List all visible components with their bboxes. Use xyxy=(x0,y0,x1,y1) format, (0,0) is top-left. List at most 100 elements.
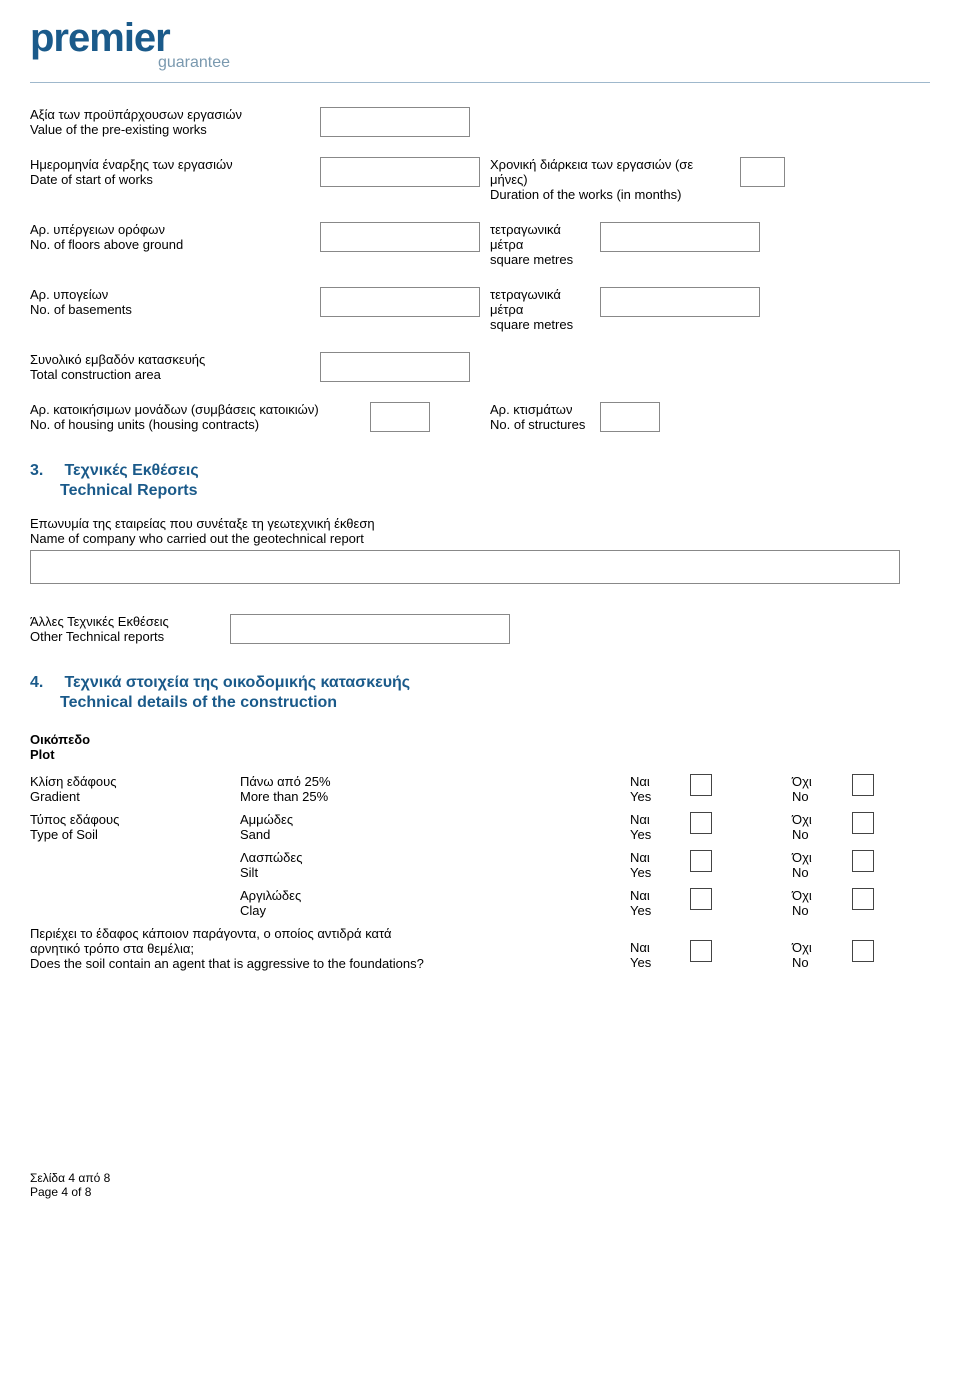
more25-en: More than 25% xyxy=(240,789,630,804)
label-start-en: Date of start of works xyxy=(30,172,310,187)
yes-en-1: Yes xyxy=(630,789,690,804)
label-start-gr: Ημερομηνία έναρξης των εργασιών xyxy=(30,157,310,172)
input-basements-sqm[interactable] xyxy=(600,287,760,317)
input-geotech-company[interactable] xyxy=(30,550,900,584)
agent-gr2: αρνητικό τρόπο στα θεμέλια; xyxy=(30,941,630,956)
label-other-reports-en: Other Technical reports xyxy=(30,629,230,644)
yes-gr-5: Ναι xyxy=(630,940,690,955)
checkbox-sand-no[interactable] xyxy=(852,812,874,834)
label-geotech-company-gr: Επωνυμία της εταιρείας που συνέταξε τη γ… xyxy=(30,516,930,531)
row-clay: Αργιλώδες Clay Ναι Yes Όχι No xyxy=(30,888,930,918)
checkbox-clay-yes[interactable] xyxy=(690,888,712,910)
label-duration-gr: Χρονική διάρκεια των εργασιών (σε μήνες) xyxy=(490,157,730,187)
label-struct-gr: Αρ. κτισμάτων xyxy=(490,402,600,417)
yes-en-3: Yes xyxy=(630,865,690,880)
checkbox-silt-no[interactable] xyxy=(852,850,874,872)
row-start-duration: Ημερομηνία έναρξης των εργασιών Date of … xyxy=(30,157,930,202)
row-silt: Λασπώδες Silt Ναι Yes Όχι No xyxy=(30,850,930,880)
row-total-area: Συνολικό εμβαδόν κατασκευής Total constr… xyxy=(30,352,930,382)
subheading-plot: Οικόπεδο Plot xyxy=(30,732,930,762)
label-geotech-company-en: Name of company who carried out the geot… xyxy=(30,531,930,546)
plot-gr: Οικόπεδο xyxy=(30,732,930,747)
input-other-reports[interactable] xyxy=(230,614,510,644)
label-totalarea-en: Total construction area xyxy=(30,367,310,382)
input-structures[interactable] xyxy=(600,402,660,432)
soiltype-gr: Τύπος εδάφους xyxy=(30,812,240,827)
label-basements-gr: Αρ. υπογείων xyxy=(30,287,310,302)
label-pre-existing-en: Value of the pre-existing works xyxy=(30,122,310,137)
header-divider xyxy=(30,82,930,83)
no-gr-4: Όχι xyxy=(792,888,852,903)
plot-en: Plot xyxy=(30,747,930,762)
section-3-num: 3. xyxy=(30,462,60,480)
no-en-4: No xyxy=(792,903,852,918)
checkbox-clay-no[interactable] xyxy=(852,888,874,910)
row-floors-above: Αρ. υπέργειων ορόφων No. of floors above… xyxy=(30,222,930,267)
page-footer: Σελίδα 4 από 8 Page 4 of 8 xyxy=(30,1171,930,1199)
label-basements-en: No. of basements xyxy=(30,302,310,317)
no-en-1: No xyxy=(792,789,852,804)
label-housing-gr: Αρ. κατοικήσιμων μονάδων (συμβάσεις κατο… xyxy=(30,402,360,417)
section-3-title: 3. Τεχνικές Εκθέσεις xyxy=(30,462,930,480)
label-duration-en: Duration of the works (in months) xyxy=(490,187,730,202)
checkbox-agent-yes[interactable] xyxy=(690,940,712,962)
no-gr-5: Όχι xyxy=(792,940,852,955)
yes-gr-4: Ναι xyxy=(630,888,690,903)
no-en-5: No xyxy=(792,955,852,970)
row-housing-structures: Αρ. κατοικήσιμων μονάδων (συμβάσεις κατο… xyxy=(30,402,930,432)
sand-gr: Αμμώδες xyxy=(240,812,630,827)
agent-gr1: Περιέχει το έδαφος κάποιον παράγοντα, ο … xyxy=(30,926,630,941)
checkbox-agent-no[interactable] xyxy=(852,940,874,962)
label-floors-en: No. of floors above ground xyxy=(30,237,310,252)
agent-en: Does the soil contain an agent that is a… xyxy=(30,956,630,971)
gradient-gr: Κλίση εδάφους xyxy=(30,774,240,789)
input-total-area[interactable] xyxy=(320,352,470,382)
sand-en: Sand xyxy=(240,827,630,842)
section-4-title: 4. Τεχνικά στοιχεία της οικοδομικής κατα… xyxy=(30,674,930,692)
yes-gr-3: Ναι xyxy=(630,850,690,865)
clay-gr: Αργιλώδες xyxy=(240,888,630,903)
logo: premier guarantee xyxy=(30,20,930,72)
label-floors-gr: Αρ. υπέργειων ορόφων xyxy=(30,222,310,237)
silt-en: Silt xyxy=(240,865,630,880)
soiltype-en: Type of Soil xyxy=(30,827,240,842)
section-4-num: 4. xyxy=(30,674,60,692)
label-sqm1-gr: τετραγωνικά μέτρα xyxy=(490,222,590,252)
label-struct-en: No. of structures xyxy=(490,417,600,432)
yes-en-4: Yes xyxy=(630,903,690,918)
label-housing-en: No. of housing units (housing contracts) xyxy=(30,417,360,432)
section-4-title-gr: Τεχνικά στοιχεία της οικοδομικής κατασκε… xyxy=(64,674,410,691)
input-floors-above[interactable] xyxy=(320,222,480,252)
checkbox-gradient-no[interactable] xyxy=(852,774,874,796)
input-floors-sqm[interactable] xyxy=(600,222,760,252)
label-other-reports-gr: Άλλες Τεχνικές Εκθέσεις xyxy=(30,614,230,629)
section-3-title-gr: Τεχνικές Εκθέσεις xyxy=(64,462,198,479)
more25-gr: Πάνω από 25% xyxy=(240,774,630,789)
no-gr-2: Όχι xyxy=(792,812,852,827)
checkbox-silt-yes[interactable] xyxy=(690,850,712,872)
input-housing-units[interactable] xyxy=(370,402,430,432)
label-sqm1-en: square metres xyxy=(490,252,590,267)
clay-en: Clay xyxy=(240,903,630,918)
input-pre-existing-value[interactable] xyxy=(320,107,470,137)
footer-en: Page 4 of 8 xyxy=(30,1185,930,1199)
label-totalarea-gr: Συνολικό εμβαδόν κατασκευής xyxy=(30,352,310,367)
row-agent-question: Περιέχει το έδαφος κάποιον παράγοντα, ο … xyxy=(30,926,930,971)
yes-gr-1: Ναι xyxy=(630,774,690,789)
checkbox-sand-yes[interactable] xyxy=(690,812,712,834)
row-pre-existing-value: Αξία των προϋπάρχουσων εργασιών Value of… xyxy=(30,107,930,137)
checkbox-gradient-yes[interactable] xyxy=(690,774,712,796)
gradient-en: Gradient xyxy=(30,789,240,804)
input-basements[interactable] xyxy=(320,287,480,317)
input-duration[interactable] xyxy=(740,157,785,187)
yes-gr-2: Ναι xyxy=(630,812,690,827)
section-4-title-en: Technical details of the construction xyxy=(60,694,337,711)
logo-main: premier xyxy=(30,20,930,56)
no-en-2: No xyxy=(792,827,852,842)
yes-en-2: Yes xyxy=(630,827,690,842)
row-basements: Αρ. υπογείων No. of basements τετραγωνικ… xyxy=(30,287,930,332)
label-sqm2-en: square metres xyxy=(490,317,590,332)
label-sqm2-gr: τετραγωνικά μέτρα xyxy=(490,287,590,317)
no-en-3: No xyxy=(792,865,852,880)
input-start-date[interactable] xyxy=(320,157,480,187)
